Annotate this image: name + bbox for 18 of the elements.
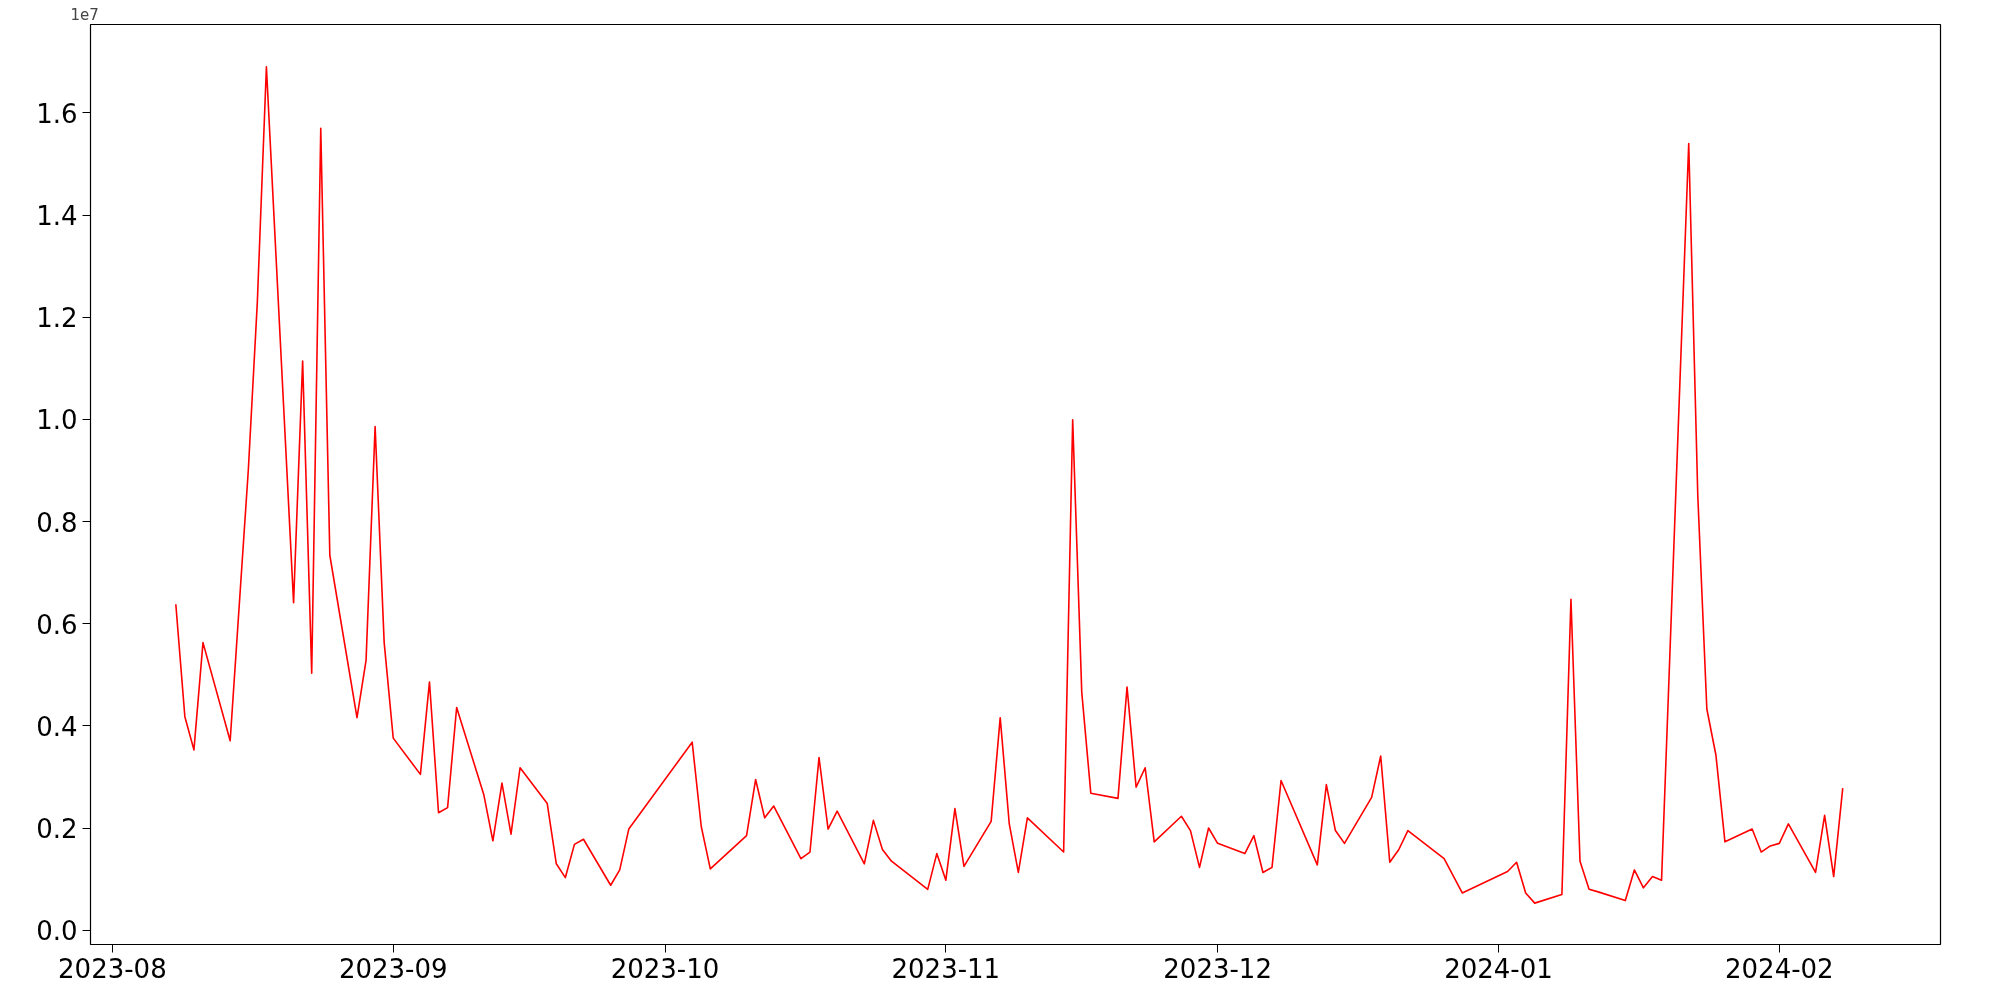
y-tick-label: 1.4 bbox=[36, 201, 78, 232]
x-tick-label: 2024-02 bbox=[1725, 953, 1834, 984]
x-tick-label: 2023-10 bbox=[610, 953, 720, 984]
y-tick-label: 0.8 bbox=[36, 507, 78, 538]
y-tick-label: 1.6 bbox=[36, 98, 78, 129]
y-tick-label: 1.2 bbox=[36, 303, 78, 334]
y-tick-label: 0.6 bbox=[36, 609, 78, 640]
line-series bbox=[175, 66, 1844, 904]
text: 1e7 bbox=[70, 5, 99, 24]
x-tick-label: 2023-09 bbox=[338, 953, 448, 984]
x-tick-label: 2023-12 bbox=[1163, 953, 1272, 984]
y-tick-label: 0.2 bbox=[36, 814, 78, 845]
y-tick-label: 0.4 bbox=[36, 711, 78, 742]
y-tick-label: 1.0 bbox=[36, 405, 78, 436]
y-tick-label: 0.0 bbox=[36, 916, 78, 947]
x-tick-label: 2024-01 bbox=[1444, 953, 1553, 984]
x-tick-label: 2023-11 bbox=[891, 953, 1001, 984]
x-tick-label: 2023-08 bbox=[58, 953, 167, 984]
